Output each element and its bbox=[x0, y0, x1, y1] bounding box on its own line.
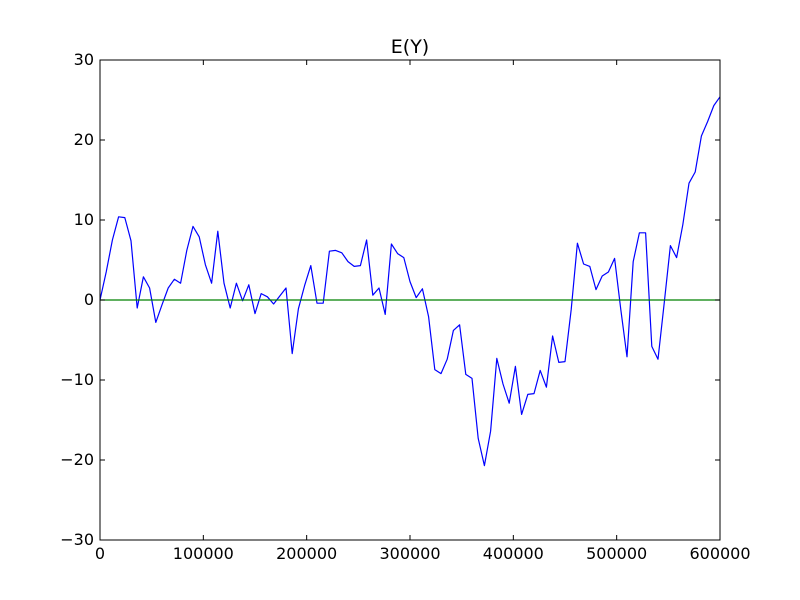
y-tick-label: 20 bbox=[74, 130, 94, 149]
y-tick-label: −20 bbox=[60, 450, 94, 469]
y-tick-label: −10 bbox=[60, 370, 94, 389]
x-tick-label: 400000 bbox=[483, 544, 544, 563]
y-tick-label: 10 bbox=[74, 210, 94, 229]
y-tick-label: 0 bbox=[84, 290, 94, 309]
x-tick-label: 600000 bbox=[689, 544, 750, 563]
y-tick-label: −30 bbox=[60, 530, 94, 549]
x-tick-label: 300000 bbox=[379, 544, 440, 563]
series-layer bbox=[99, 96, 721, 467]
y-tick-label: 30 bbox=[74, 50, 94, 69]
x-tick-label: 500000 bbox=[586, 544, 647, 563]
x-tick-label: 0 bbox=[95, 544, 105, 563]
series-line-ey bbox=[99, 96, 721, 467]
x-tick-label: 100000 bbox=[173, 544, 234, 563]
ticks-layer bbox=[99, 59, 721, 541]
tick-labels-layer: 0 100000 200000 300000 400000 500000 600000 −30… bbox=[60, 50, 750, 563]
chart-title: E(Y) bbox=[391, 36, 429, 58]
x-tick-label: 200000 bbox=[276, 544, 337, 563]
